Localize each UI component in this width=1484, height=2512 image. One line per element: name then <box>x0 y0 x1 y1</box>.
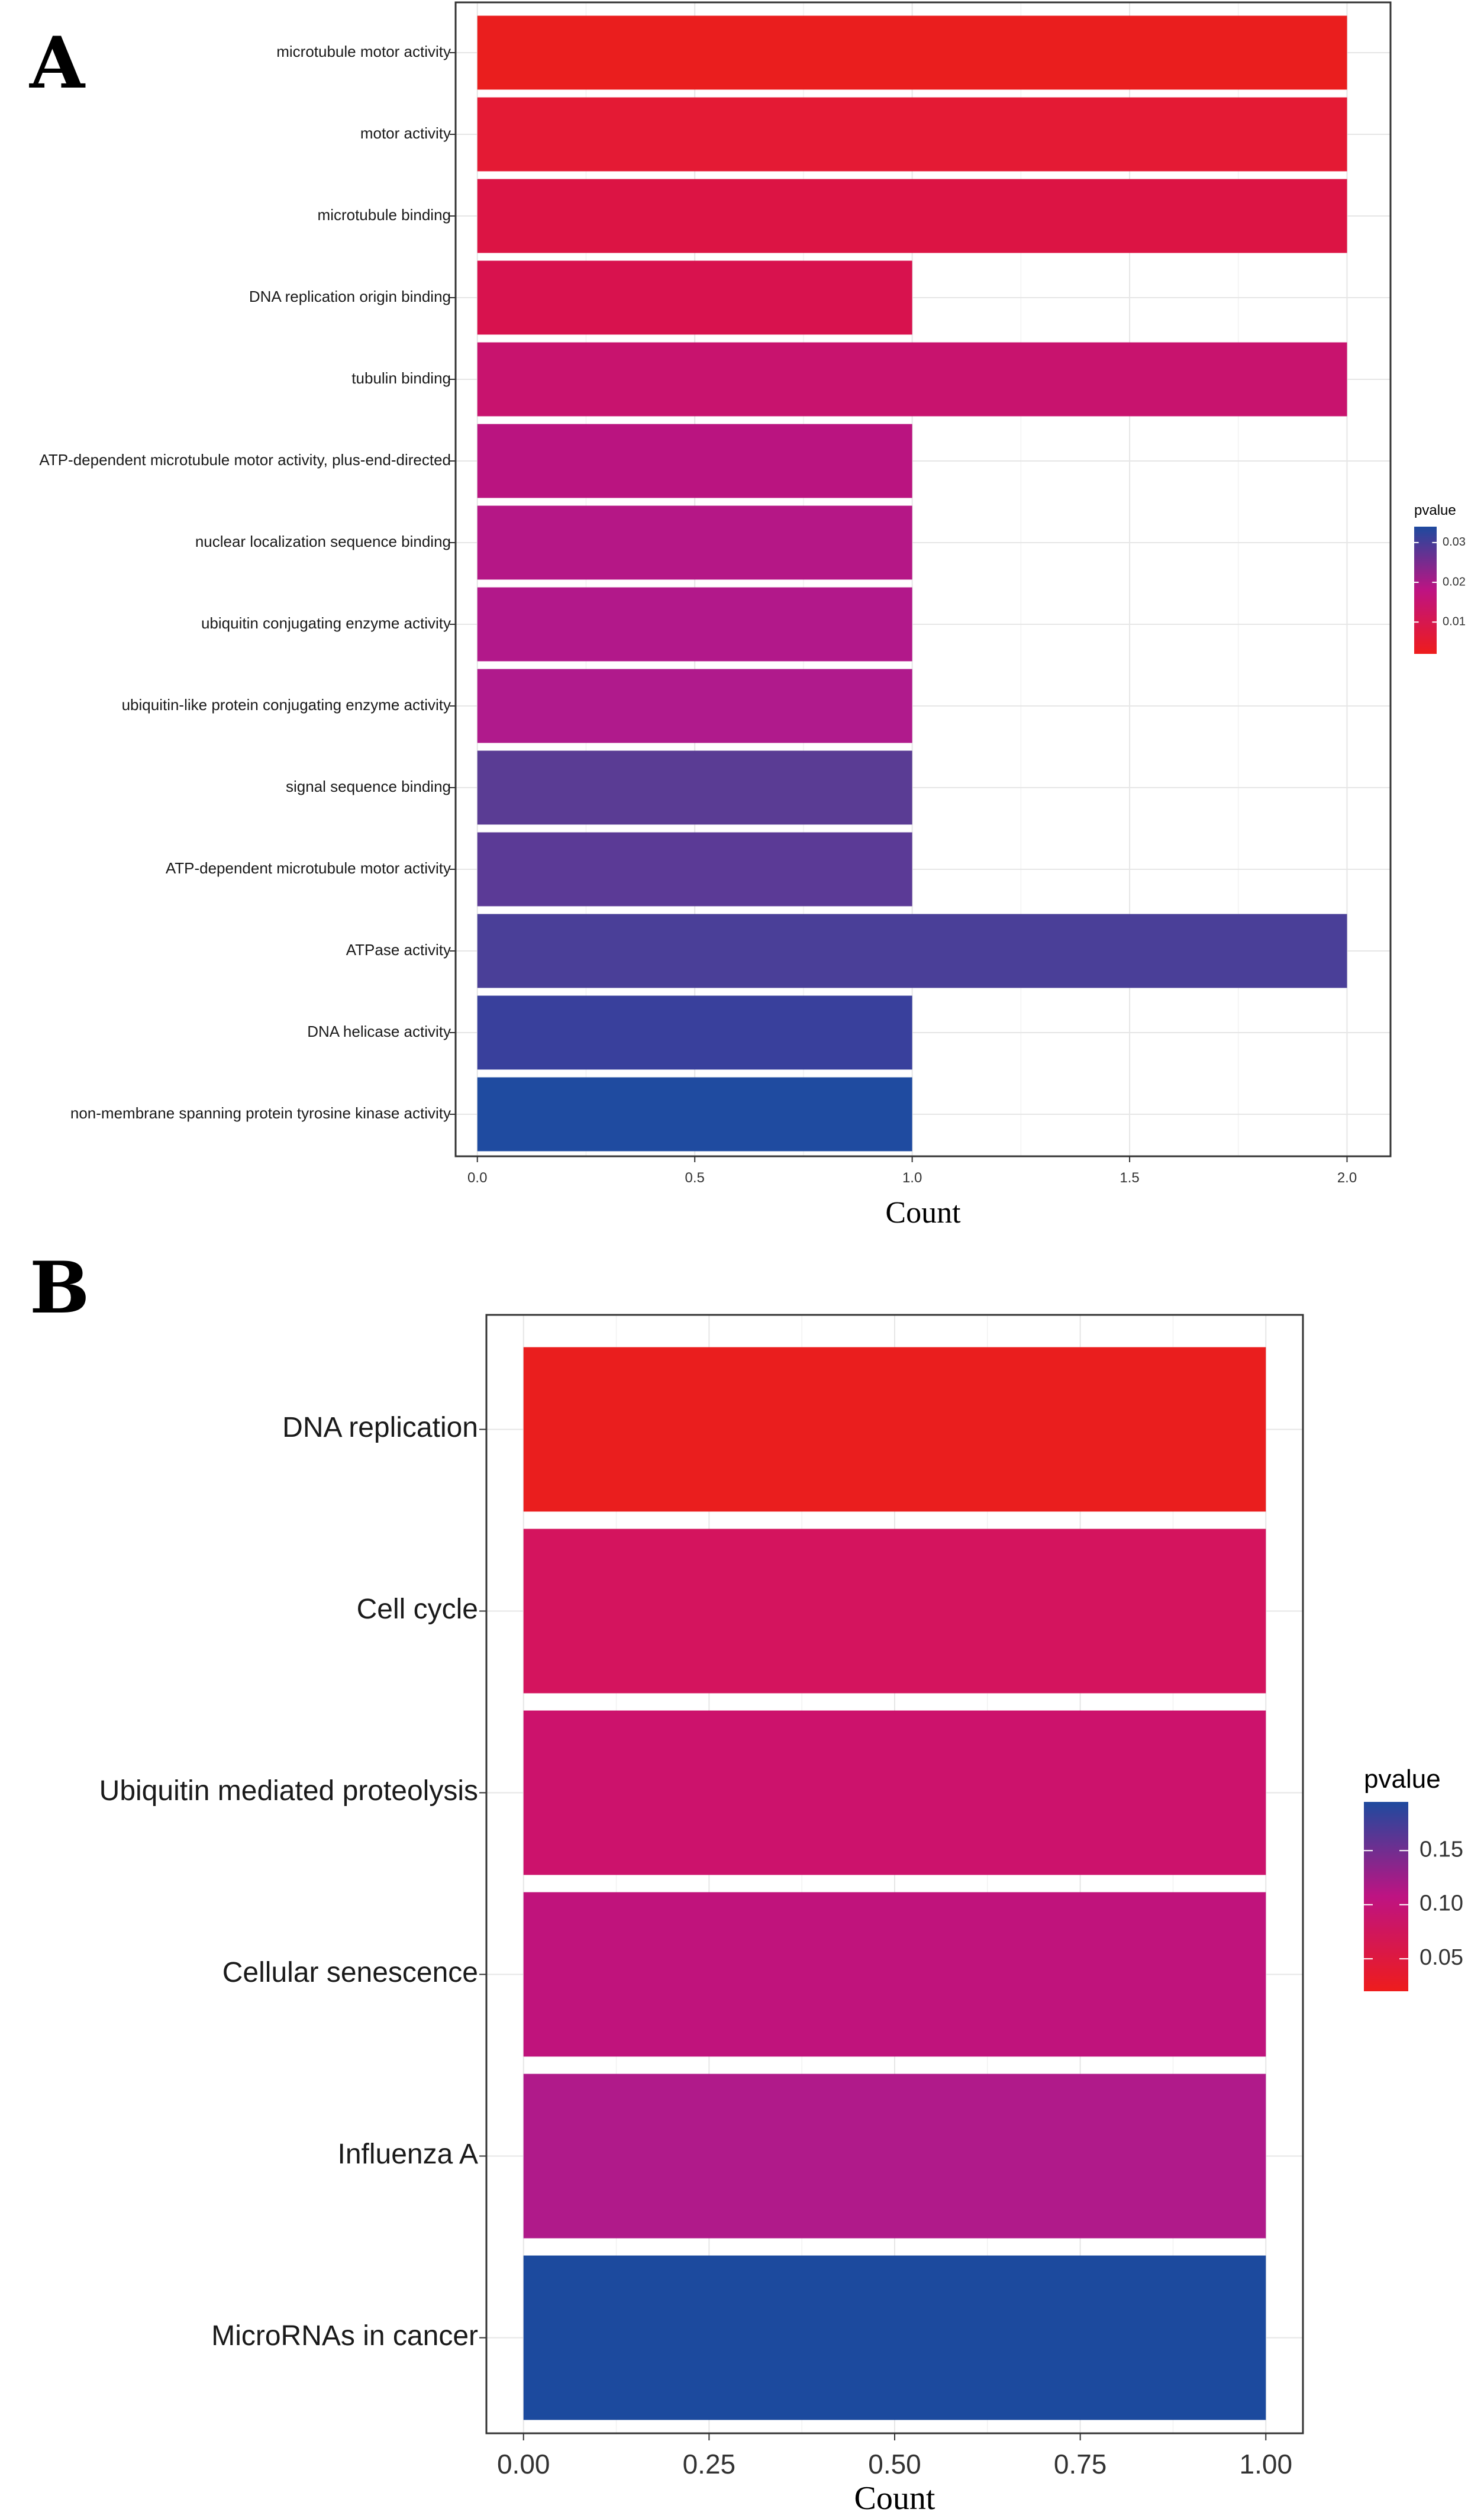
x-axis-title: Count <box>885 1196 961 1230</box>
legend-tick-label: 0.05 <box>1420 1945 1463 1970</box>
x-tick-label: 2.0 <box>1337 1170 1357 1186</box>
category-label: MicroRNAs in cancer <box>211 2320 478 2352</box>
category-label: DNA replication <box>282 1412 478 1443</box>
x-tick-label: 0.0 <box>467 1170 487 1186</box>
category-label: non-membrane spanning protein tyrosine k… <box>70 1104 451 1122</box>
legend-colorbar <box>1414 527 1437 654</box>
panel-letter-b: B <box>30 1246 89 1330</box>
bar <box>477 995 912 1070</box>
x-tick-label: 1.5 <box>1120 1170 1139 1186</box>
bar <box>477 97 1347 172</box>
bar <box>477 15 1347 90</box>
category-label: tubulin binding <box>351 369 451 387</box>
legend-tick-label: 0.02 <box>1443 575 1466 588</box>
bar <box>477 179 1347 253</box>
category-label: motor activity <box>360 124 451 142</box>
legend-tick-label: 0.10 <box>1420 1891 1463 1916</box>
bar <box>477 832 912 907</box>
category-label: ATP-dependent microtubule motor activity… <box>39 451 451 469</box>
panel-b: B DNA replication Cell cycle Ubiquitin medi… <box>30 1246 1463 2512</box>
bar <box>477 914 1347 988</box>
x-axis-title: Count <box>854 2480 935 2512</box>
x-tick-label: 1.0 <box>902 1170 922 1186</box>
bar <box>477 260 912 335</box>
plot-border <box>454 1 1392 1157</box>
legend-title: pvalue <box>1364 1765 1441 1794</box>
x-tick-label: 0.25 <box>683 2449 736 2479</box>
category-label: Ubiquitin mediated proteolysis <box>99 1775 478 1807</box>
bar <box>477 750 912 825</box>
panel-letter-a: A <box>29 21 86 105</box>
legend: pvalue 0.01 0.02 0.03 <box>1414 502 1466 654</box>
bar <box>477 505 912 580</box>
legend-tick-label: 0.01 <box>1443 615 1466 628</box>
x-tick-label: 0.50 <box>868 2449 921 2479</box>
category-label: Cellular senescence <box>222 1957 478 1988</box>
category-label: DNA replication origin binding <box>249 288 451 305</box>
category-label: Cell cycle <box>357 1594 478 1625</box>
bar <box>523 2255 1266 2420</box>
legend-title: pvalue <box>1414 502 1456 518</box>
bar <box>477 669 912 743</box>
category-label: nuclear localization sequence binding <box>195 533 451 550</box>
legend-tick-label: 0.15 <box>1420 1837 1463 1862</box>
bar <box>477 342 1347 417</box>
category-label: ATP-dependent microtubule motor activity <box>166 859 451 877</box>
category-label: microtubule binding <box>318 206 451 224</box>
legend: pvalue 0.05 0.10 0.15 <box>1364 1765 1463 1991</box>
x-tick-label: 0.5 <box>685 1170 704 1186</box>
x-tick-label: 0.75 <box>1054 2449 1107 2479</box>
legend-colorbar <box>1364 1802 1408 1991</box>
bar <box>523 1710 1266 1875</box>
bar <box>523 1892 1266 2057</box>
bar <box>477 424 912 498</box>
x-tick-label: 1.00 <box>1240 2449 1293 2479</box>
category-label: signal sequence binding <box>286 778 451 795</box>
category-label: ubiquitin-like protein conjugating enzym… <box>122 696 451 714</box>
bar <box>523 2074 1266 2239</box>
bar <box>523 1347 1266 1512</box>
legend-tick-label: 0.03 <box>1443 536 1466 549</box>
bar <box>477 587 912 662</box>
bar <box>523 1529 1266 1694</box>
category-label: ubiquitin conjugating enzyme activity <box>201 614 451 632</box>
category-label: DNA helicase activity <box>307 1023 451 1040</box>
x-tick-label: 0.00 <box>497 2449 550 2479</box>
category-label: Influenza A <box>337 2139 478 2170</box>
bar <box>477 1077 912 1152</box>
category-label: microtubule motor activity <box>276 43 451 60</box>
category-label: ATPase activity <box>346 941 451 959</box>
